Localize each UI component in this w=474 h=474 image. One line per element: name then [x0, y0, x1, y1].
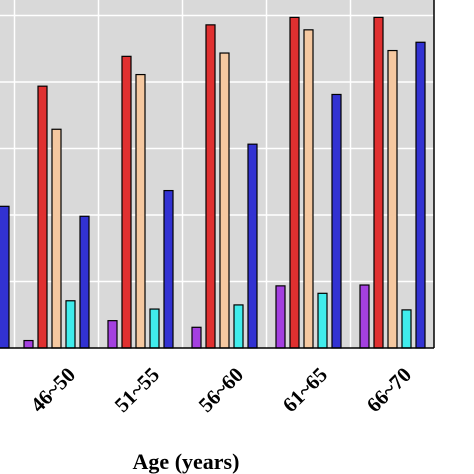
bar-56~60-series-1 — [191, 326, 202, 349]
bar-56~60-series-2 — [205, 24, 216, 349]
x-tick-labels: 46~50 51~55 56~60 61~65 66~70 — [26, 363, 416, 417]
bar-46~50-series-1 — [23, 339, 34, 349]
x-tick-label: 51~55 — [110, 363, 164, 417]
axes-layer — [0, 0, 435, 349]
bar-46~50-series-2 — [37, 85, 48, 349]
bar-66~70-series-1 — [359, 284, 370, 349]
bar-61~65-series-2 — [289, 16, 300, 349]
bar-51~55-series-2 — [121, 55, 132, 349]
bar-66~70-series-3 — [387, 49, 398, 349]
bars-layer — [0, 16, 426, 349]
bar-46~50-series-5 — [79, 215, 90, 349]
x-tick-label: 56~60 — [194, 363, 248, 417]
x-tick-label: 66~70 — [362, 363, 416, 417]
bar-51~55-series-4 — [149, 308, 160, 349]
bar-56~60-series-5 — [247, 143, 258, 349]
grid-layer — [0, 0, 434, 348]
bar-66~70-series-2 — [373, 16, 384, 349]
x-tick-label: 61~65 — [278, 363, 332, 417]
bar-51~55-series-1 — [107, 320, 118, 349]
bar-66~70-series-4 — [401, 309, 412, 349]
bar-61~65-series-4 — [317, 292, 328, 349]
bar-61~65-series-3 — [303, 29, 314, 349]
x-axis-title: Age (years) — [133, 449, 240, 474]
bar-61~65-series-1 — [275, 285, 286, 349]
bar-46~50-series-3 — [51, 128, 62, 349]
bar-66~70-series-5 — [415, 41, 426, 349]
bar-56~60-series-4 — [233, 304, 244, 349]
bar-56~60-series-3 — [219, 52, 230, 349]
x-tick-label: 46~50 — [26, 363, 80, 417]
bar-51~55-series-3 — [135, 73, 146, 349]
bar-51~55-series-5 — [163, 189, 174, 349]
bar-partial-left — [0, 205, 10, 349]
bar-46~50-series-4 — [65, 300, 76, 349]
bar-61~65-series-5 — [331, 93, 342, 349]
